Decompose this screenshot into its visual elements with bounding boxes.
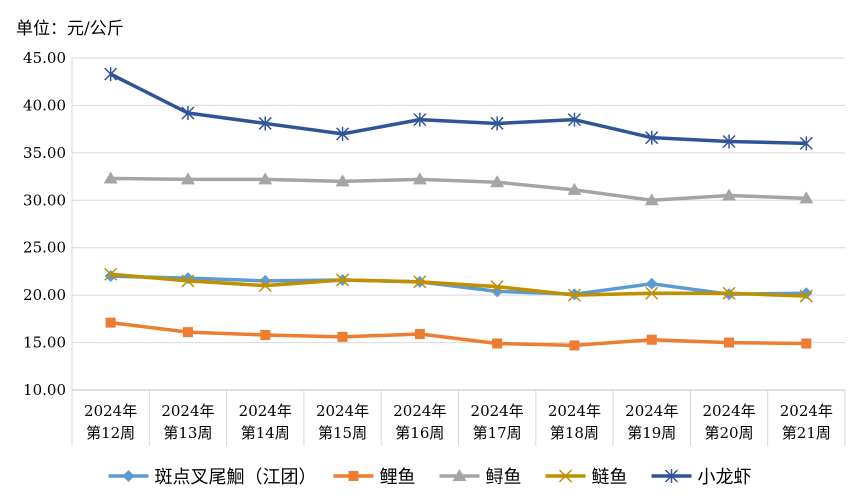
data-point	[182, 327, 193, 338]
y-tick-label: 30.00	[23, 191, 66, 209]
data-point	[724, 337, 735, 348]
data-point	[722, 188, 737, 201]
data-point	[104, 267, 118, 281]
data-point	[490, 116, 504, 131]
series-line-1	[110, 320, 807, 348]
x-tick-label: 第18周	[550, 424, 599, 442]
x-tick-label: 2024年	[161, 402, 214, 420]
series-line-2	[110, 176, 807, 203]
legend-label: 鲢鱼	[592, 467, 628, 488]
x-tick-label: 2024年	[393, 402, 446, 420]
x-tick-label: 第16周	[395, 424, 444, 442]
data-point	[490, 280, 504, 294]
data-point	[722, 134, 736, 149]
legend-marker	[122, 470, 135, 482]
legend-label: 斑点叉尾鮰（江团）	[155, 467, 317, 488]
data-point	[103, 171, 118, 184]
x-tick-label: 第19周	[627, 424, 676, 442]
x-tick-label: 2024年	[84, 402, 137, 420]
data-point	[645, 277, 658, 290]
data-point	[181, 274, 195, 288]
x-tick-label: 2024年	[316, 402, 369, 420]
x-tick-label: 2024年	[471, 402, 524, 420]
x-tick-label: 第15周	[318, 424, 367, 442]
y-tick-label: 20.00	[23, 286, 66, 304]
y-tick-label: 25.00	[23, 239, 66, 257]
y-tick-label: 35.00	[23, 144, 66, 162]
data-point	[105, 317, 116, 328]
series-line-4	[109, 72, 807, 146]
data-point	[181, 106, 195, 121]
legend-label: 鲤鱼	[380, 467, 416, 488]
x-tick-label: 2024年	[780, 402, 833, 420]
x-tick-label: 第14周	[241, 424, 290, 442]
data-point	[644, 193, 659, 206]
data-point	[337, 331, 348, 342]
x-tick-label: 2024年	[239, 402, 292, 420]
series-line-0	[110, 274, 807, 296]
data-point	[258, 116, 272, 131]
legend-marker	[558, 469, 573, 483]
legend-marker	[348, 471, 359, 481]
legend-marker	[452, 469, 467, 481]
data-point	[336, 273, 350, 287]
data-point	[722, 286, 736, 300]
data-point	[645, 286, 659, 300]
x-tick-label: 第21周	[782, 424, 831, 442]
data-point	[413, 112, 427, 127]
series-line-3	[110, 272, 807, 298]
data-point	[799, 191, 814, 204]
data-point	[799, 289, 813, 303]
y-tick-label: 45.00	[23, 49, 66, 67]
data-point	[569, 340, 580, 351]
legend-label: 鲟鱼	[486, 467, 522, 488]
data-point	[567, 288, 581, 302]
legend-label: 小龙虾	[698, 467, 752, 488]
data-point	[260, 329, 271, 340]
data-point	[646, 334, 657, 345]
data-point	[799, 136, 813, 151]
data-point	[567, 182, 582, 195]
y-tick-label: 40.00	[23, 96, 66, 114]
data-point	[490, 175, 505, 188]
data-point	[413, 275, 427, 289]
data-point	[180, 172, 195, 185]
data-point	[258, 279, 272, 293]
x-tick-label: 2024年	[702, 402, 755, 420]
y-tick-label: 15.00	[23, 334, 66, 352]
data-point	[414, 329, 425, 340]
data-point	[567, 112, 581, 127]
data-point	[645, 130, 659, 145]
x-tick-label: 第20周	[705, 424, 754, 442]
x-tick-label: 第13周	[163, 424, 212, 442]
x-tick-label: 第17周	[473, 424, 522, 442]
y-tick-label: 10.00	[23, 381, 66, 399]
data-point	[801, 338, 812, 349]
data-point	[104, 67, 118, 82]
x-tick-label: 2024年	[625, 402, 678, 420]
data-point	[336, 126, 350, 141]
unit-label: 单位：元/公斤	[16, 19, 124, 39]
legend-marker	[664, 469, 679, 483]
x-tick-label: 第12周	[86, 424, 135, 442]
data-point	[492, 338, 503, 349]
data-point	[258, 172, 273, 185]
x-tick-label: 2024年	[548, 402, 601, 420]
data-point	[412, 172, 427, 185]
data-point	[335, 174, 350, 187]
